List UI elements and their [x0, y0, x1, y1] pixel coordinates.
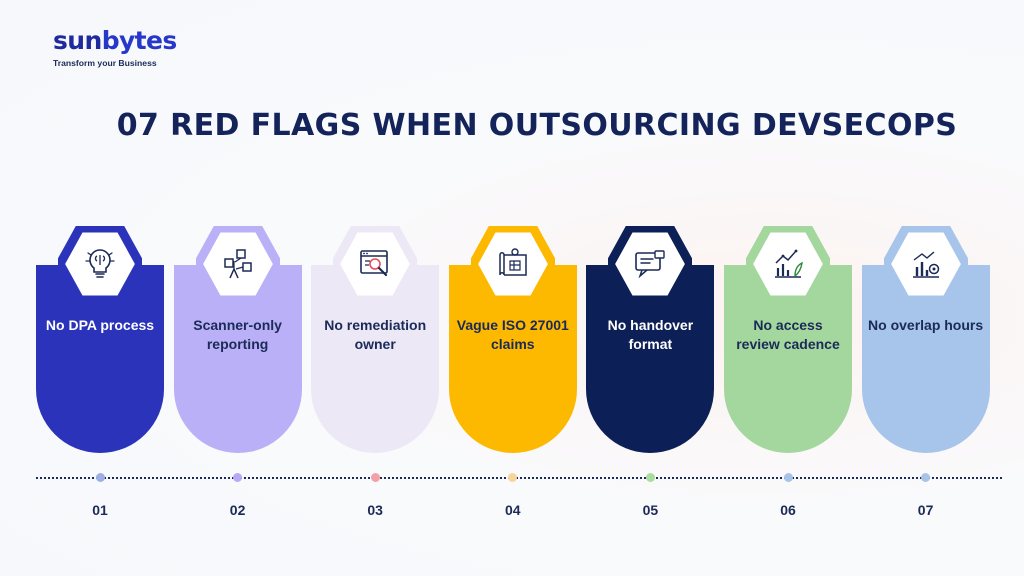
flag-label: Vague ISO 27001 claims: [456, 317, 569, 352]
timeline-dot: [370, 473, 380, 482]
browser-magnifier-icon: [358, 247, 392, 281]
growth-chart-icon: [771, 247, 805, 281]
timeline-dot: [508, 473, 518, 482]
page-title: 07 RED FLAGS WHEN OUTSOURCING DEVSECOPS: [116, 108, 958, 143]
flag-icon-badge: [58, 226, 142, 302]
flag-icon-badge: [883, 226, 968, 302]
bar-chart-gear-icon: [909, 247, 943, 281]
logo-wordmark: sunbytes: [53, 26, 177, 55]
timeline-dot: [645, 473, 655, 482]
timeline-line: [36, 477, 1002, 479]
step-number: 01: [92, 502, 108, 518]
flag-label: Scanner-only reporting: [193, 317, 282, 352]
flag-card: No overlap hours: [861, 265, 990, 453]
timeline-dot: [233, 473, 243, 482]
step-number: 02: [229, 502, 246, 518]
network-blocks-icon: [221, 247, 255, 281]
step-number: 04: [505, 502, 521, 518]
lightbulb-brain-icon: [83, 247, 117, 281]
flag-label: No overlap hours: [868, 317, 984, 333]
flag-label: No remediation owner: [324, 317, 427, 352]
sunbytes-logo: sunbytes Transform your Business: [53, 26, 177, 68]
flag-label: No handover format: [607, 317, 694, 352]
flag-icon-badge: [195, 226, 280, 302]
flag-icon-badge: [470, 226, 555, 302]
flag-icon-badge: [608, 226, 693, 302]
blueprint-scroll-icon: [496, 247, 530, 281]
flag-icon-badge: [746, 226, 830, 302]
step-number: 06: [780, 502, 796, 518]
timeline-dot: [921, 473, 931, 482]
flag-label: No DPA process: [45, 317, 155, 333]
step-number: 03: [367, 502, 383, 518]
chat-feedback-icon: [633, 247, 667, 281]
step-number: 05: [642, 502, 659, 518]
logo-tagline: Transform your Business: [53, 58, 157, 68]
flag-icon-badge: [333, 226, 418, 302]
timeline-dot: [95, 473, 105, 482]
step-number: 07: [917, 502, 934, 518]
flag-label: No access review cadence: [736, 317, 840, 352]
timeline-dot: [783, 473, 793, 482]
